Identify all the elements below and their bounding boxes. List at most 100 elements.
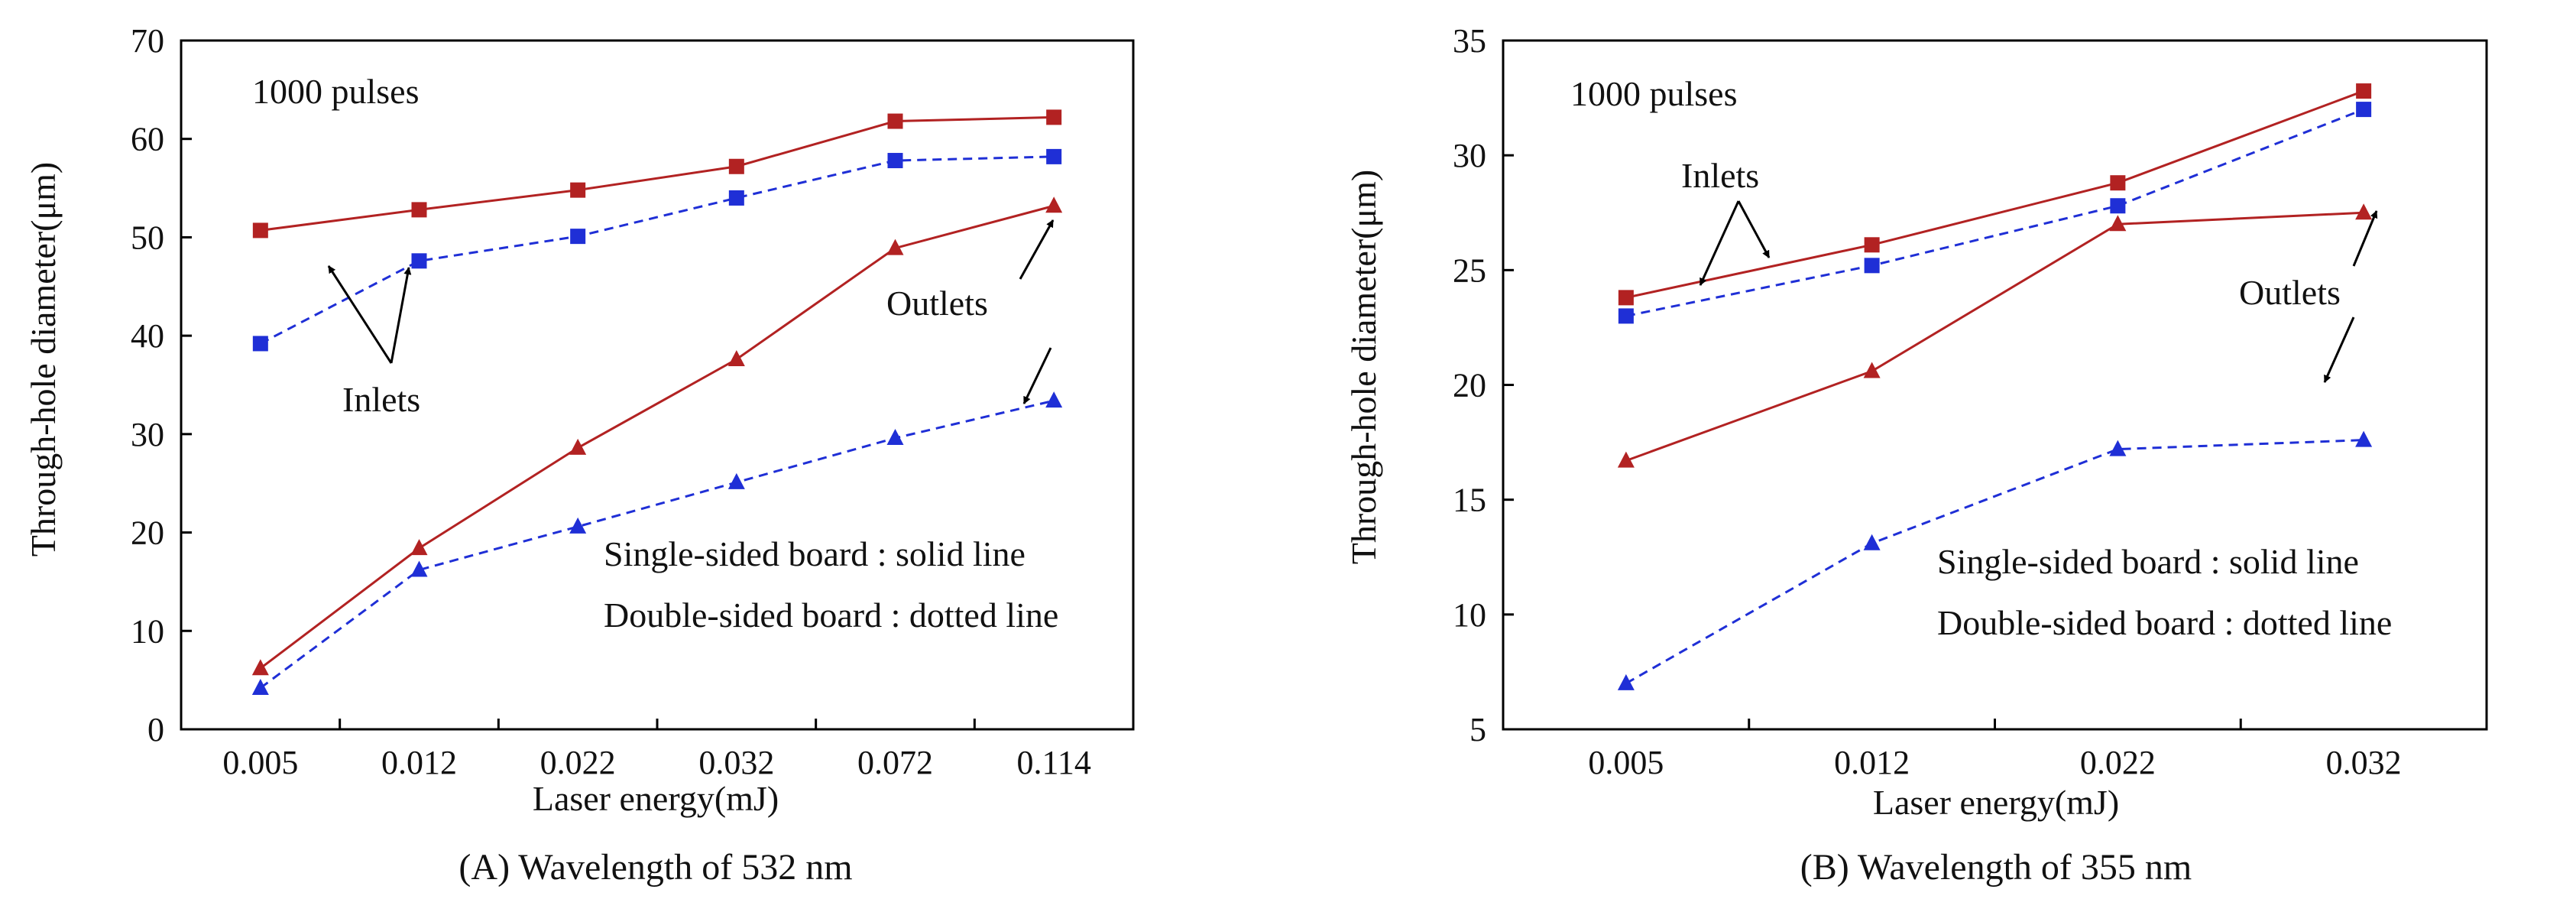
chart-b-series-line: [1625, 211, 2364, 462]
chart-b-ytick-label: 30: [1453, 137, 1486, 174]
chart-b-xlabel: Laser energy(mJ): [1873, 783, 2119, 822]
chart-a-point-square: [1046, 109, 1062, 125]
chart-b-outlet-arrow-1: [2352, 210, 2378, 267]
chart-a-xtick-label: 0.022: [540, 744, 616, 781]
chart-b-point-square: [2356, 83, 2372, 99]
chart-b-ytick-label: 15: [1453, 482, 1486, 519]
chart-a-point-square: [887, 153, 903, 169]
chart-b-point-square: [2110, 198, 2126, 214]
chart-b-ytick-label: 35: [1453, 22, 1486, 60]
chart-a-ytick-label: 10: [131, 612, 164, 650]
chart-a-ytick-label: 40: [131, 317, 164, 355]
chart-a-ytick-label: 70: [131, 22, 164, 60]
chart-b-point-triangle: [2355, 203, 2373, 220]
chart-a-xtick-label: 0.005: [222, 744, 298, 781]
chart-a-point-triangle: [886, 239, 904, 255]
chart-a-xtick-label: 0.072: [857, 744, 933, 781]
chart-b-ytick-label: 5: [1469, 711, 1486, 748]
chart-b-xtick-label: 0.032: [2326, 744, 2402, 781]
chart-a-point-square: [728, 158, 744, 174]
chart-b-series-2: [1617, 203, 2373, 468]
chart-b-point-triangle: [2109, 440, 2127, 456]
chart-b-inlet-arrow-1: [1699, 200, 1740, 286]
chart-b-series-1: [1618, 102, 2372, 324]
chart-a-point-square: [252, 222, 268, 239]
chart-a: 0 10 20 30 40 50 60 70 0.005 0.012 0.022 0.032 0.072…: [24, 22, 1135, 888]
chart-a-point-square: [728, 190, 744, 206]
chart-a-point-triangle: [727, 350, 745, 367]
chart-b-point-square: [2356, 102, 2372, 118]
chart-a-inlet-arrow-2: [390, 267, 412, 364]
chart-b-inlets-label: Inlets: [1681, 156, 1759, 195]
chart-b-caption: (B) Wavelength of 355 nm: [1800, 847, 2192, 888]
chart-a-point-square: [1046, 148, 1062, 164]
chart-b-ytick-label: 20: [1453, 367, 1486, 404]
chart-b-ytick-label: 10: [1453, 596, 1486, 634]
chart-a-point-triangle: [727, 472, 745, 489]
chart-b-legend-dotted: Double-sided board : dotted line: [1937, 603, 2392, 642]
chart-a-series-line: [260, 155, 1055, 345]
chart-a-point-square: [570, 182, 586, 198]
chart-b-arrows: [1699, 200, 2378, 383]
chart-a-point-square: [252, 336, 268, 352]
chart-a-point-square: [411, 253, 427, 269]
chart-a-point-square: [887, 113, 903, 129]
chart-a-legend-solid: Single-sided board : solid line: [604, 534, 1026, 573]
chart-a-series-1: [252, 148, 1062, 352]
chart-b: 5 10 15 20 25 30 35 0.005 0.012 0.022 0.032 1000 p…: [1344, 22, 2488, 888]
chart-a-point-triangle: [251, 659, 269, 676]
chart-a-outlet-arrow-2: [1022, 347, 1052, 404]
chart-a-outlet-arrow-1: [1019, 219, 1055, 280]
chart-b-point-triangle: [1863, 534, 1881, 550]
chart-a-point-triangle: [569, 438, 587, 455]
chart-a-ytick-label: 0: [147, 711, 164, 748]
chart-b-series-0: [1618, 83, 2372, 306]
chart-a-point-triangle: [886, 429, 904, 446]
chart-a-arrows: [327, 219, 1055, 404]
chart-a-ytick-label: 20: [131, 514, 164, 552]
chart-b-point-triangle: [2109, 215, 2127, 232]
chart-b-xtick-label: 0.022: [2080, 744, 2156, 781]
chart-a-pulses-label: 1000 pulses: [252, 72, 420, 111]
chart-a-caption: (A) Wavelength of 532 nm: [458, 847, 852, 888]
chart-b-point-triangle: [2355, 430, 2373, 447]
chart-a-series-line: [260, 115, 1055, 232]
chart-b-point-square: [1864, 258, 1880, 274]
chart-a-point-triangle: [410, 539, 428, 556]
chart-b-point-triangle: [1863, 362, 1881, 378]
chart-b-series-line: [1625, 89, 2364, 299]
chart-a-ytick-label: 30: [131, 416, 164, 453]
chart-a-ylabel: Through-hole diameter(μm): [24, 162, 63, 557]
chart-a-outlets-label: Outlets: [886, 284, 988, 323]
chart-b-point-square: [1618, 308, 1634, 324]
chart-a-point-triangle: [1045, 391, 1063, 408]
chart-b-ytick-label: 25: [1453, 252, 1486, 289]
chart-a-xlabel: Laser energy(mJ): [533, 779, 779, 818]
chart-a-legend-dotted: Double-sided board : dotted line: [604, 596, 1058, 635]
chart-b-series-line: [1625, 439, 2364, 685]
chart-a-ytick-label: 50: [131, 219, 164, 256]
chart-a-ytick-label: 60: [131, 121, 164, 158]
chart-b-point-square: [1864, 237, 1880, 253]
chart-b-ylabel: Through-hole diameter(μm): [1344, 170, 1383, 564]
chart-b-point-square: [1618, 290, 1634, 306]
chart-a-xtick-label: 0.012: [381, 744, 457, 781]
chart-a-series-2: [251, 196, 1063, 676]
chart-b-xtick-label: 0.005: [1588, 744, 1664, 781]
chart-b-outlet-arrow-2: [2323, 316, 2355, 383]
chart-b-legend-solid: Single-sided board : solid line: [1937, 542, 2359, 581]
chart-b-series-3: [1617, 430, 2373, 690]
chart-b-xtick-label: 0.012: [1834, 744, 1910, 781]
chart-a-point-triangle: [569, 517, 587, 534]
chart-a-point-triangle: [251, 678, 269, 695]
chart-b-inlet-arrow-2: [1737, 200, 1771, 258]
chart-a-xtick-label: 0.114: [1016, 744, 1090, 781]
chart-a-series-0: [252, 109, 1062, 239]
chart-a-series-line: [259, 204, 1055, 670]
chart-b-point-triangle: [1617, 673, 1635, 690]
chart-a-series-3: [251, 391, 1063, 695]
chart-b-pulses-label: 1000 pulses: [1570, 74, 1738, 113]
chart-a-point-square: [570, 229, 586, 245]
chart-a-xtick-label: 0.032: [698, 744, 774, 781]
